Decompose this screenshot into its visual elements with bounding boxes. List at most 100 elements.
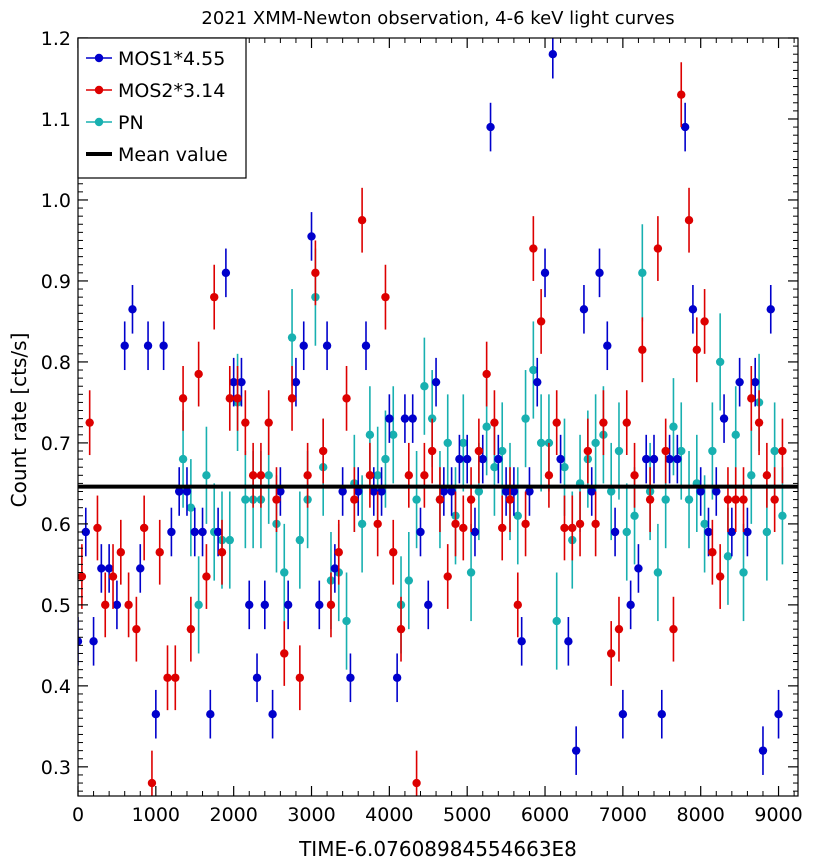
data-point — [299, 341, 308, 350]
data-point — [533, 377, 542, 387]
y-tick-label: 1.0 — [41, 190, 71, 212]
data-point — [509, 487, 519, 496]
data-point — [677, 90, 686, 99]
data-point — [408, 414, 417, 423]
data-point — [357, 216, 367, 225]
data-point — [139, 523, 149, 533]
data-point — [276, 487, 285, 496]
data-point — [529, 244, 538, 253]
data-point — [466, 568, 476, 577]
legend-swatch-marker — [94, 117, 104, 127]
data-point — [540, 268, 550, 278]
data-point — [412, 778, 421, 788]
data-point — [194, 600, 203, 610]
data-point — [151, 710, 161, 719]
data-point — [174, 487, 184, 496]
legend-label: MOS1*4.55 — [118, 48, 225, 70]
data-point — [256, 471, 266, 480]
data-point — [389, 548, 398, 557]
data-point — [544, 438, 554, 448]
data-point — [350, 495, 359, 504]
data-point — [704, 527, 713, 537]
data-point — [754, 418, 764, 427]
x-tick-label: 8000 — [677, 804, 725, 826]
data-point — [248, 471, 258, 480]
data-point — [723, 552, 733, 561]
data-point — [747, 394, 756, 403]
data-point — [603, 341, 612, 350]
data-point — [568, 523, 577, 533]
data-point — [163, 673, 172, 682]
data-point — [431, 377, 441, 387]
data-point — [237, 377, 246, 387]
data-point — [124, 600, 133, 610]
data-point — [330, 564, 340, 573]
data-point — [739, 568, 748, 577]
data-point — [521, 519, 530, 529]
data-point — [132, 624, 141, 634]
data-point — [245, 600, 254, 610]
data-point — [147, 778, 157, 788]
data-point — [459, 523, 468, 533]
data-point — [280, 649, 289, 658]
x-tick-label: 9000 — [754, 804, 802, 826]
data-point — [653, 568, 663, 577]
data-point — [587, 487, 596, 496]
data-point — [420, 471, 429, 480]
data-point — [424, 600, 433, 610]
y-tick-label: 0.6 — [41, 514, 71, 536]
data-point — [272, 495, 281, 504]
plot-frame — [77, 37, 799, 797]
data-point — [116, 548, 126, 557]
data-point — [443, 438, 452, 448]
data-point — [354, 487, 363, 496]
data-point — [303, 471, 312, 480]
data-point — [618, 710, 628, 719]
data-point — [455, 454, 464, 464]
x-tick-label: 3000 — [287, 804, 335, 826]
data-point — [439, 487, 449, 496]
data-point — [225, 394, 234, 403]
data-point — [307, 232, 316, 241]
data-point — [221, 268, 231, 278]
x-tick-label: 6000 — [521, 804, 569, 826]
data-point — [766, 305, 775, 314]
data-point — [412, 495, 421, 504]
data-point — [194, 369, 203, 379]
data-point — [700, 317, 709, 326]
data-point — [229, 377, 238, 387]
data-point — [389, 430, 398, 440]
data-point — [762, 527, 772, 537]
data-point — [427, 446, 437, 456]
data-point — [346, 673, 355, 682]
data-point — [723, 495, 733, 504]
data-point — [498, 523, 507, 533]
x-tick-label: 1000 — [132, 804, 180, 826]
data-point — [322, 341, 332, 350]
data-point — [291, 377, 301, 387]
data-point — [606, 487, 616, 496]
data-point — [630, 471, 639, 480]
data-point — [684, 216, 694, 225]
data-point — [190, 527, 199, 537]
data-point — [459, 438, 468, 448]
data-point — [264, 471, 273, 480]
x-tick-label: 4000 — [365, 804, 413, 826]
data-point — [692, 345, 702, 354]
y-tick-label: 0.3 — [41, 757, 71, 779]
data-point — [513, 600, 522, 610]
data-point — [552, 616, 561, 626]
data-point — [715, 357, 725, 367]
data-point — [614, 446, 624, 456]
data-point — [657, 710, 666, 719]
data-point — [731, 495, 740, 504]
data-point — [684, 495, 694, 504]
data-point — [404, 576, 414, 585]
data-point — [634, 564, 643, 573]
legend-label: MOS2*3.14 — [118, 80, 225, 102]
data-point — [762, 471, 772, 480]
data-point — [517, 637, 526, 646]
legend-swatch-marker — [94, 53, 104, 63]
data-point — [490, 463, 499, 472]
data-point — [649, 454, 659, 464]
